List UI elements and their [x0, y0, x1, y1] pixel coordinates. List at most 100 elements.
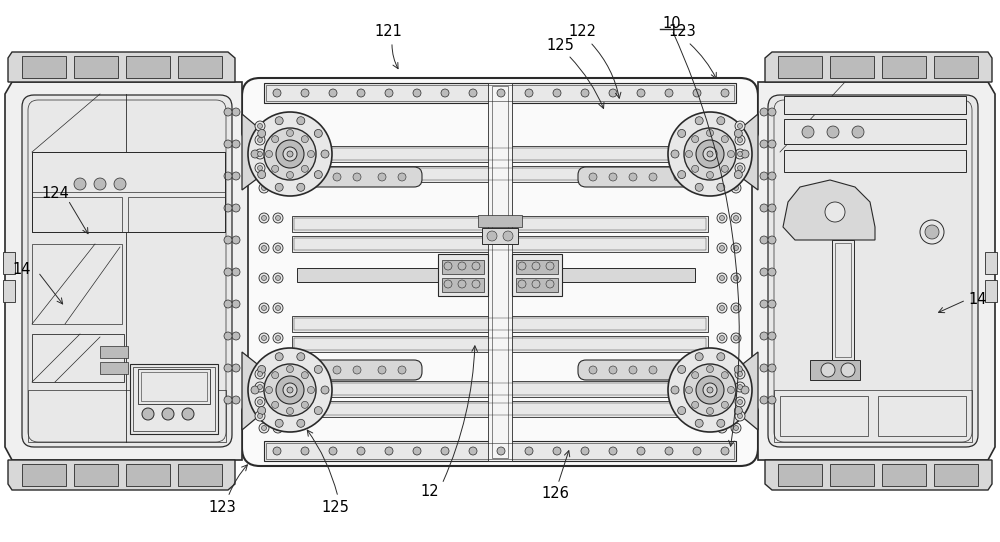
Circle shape	[768, 204, 776, 212]
Circle shape	[469, 447, 477, 455]
Bar	[292, 216, 708, 232]
Bar	[130, 364, 218, 434]
Circle shape	[721, 372, 728, 379]
Bar	[292, 236, 708, 252]
Circle shape	[333, 366, 341, 374]
Circle shape	[738, 124, 742, 128]
Text: 121: 121	[374, 24, 402, 40]
FancyBboxPatch shape	[302, 167, 422, 187]
Circle shape	[287, 365, 294, 372]
Circle shape	[637, 447, 645, 455]
Circle shape	[469, 89, 477, 97]
Bar	[778, 56, 822, 78]
Bar	[774, 390, 972, 442]
Circle shape	[301, 89, 309, 97]
Circle shape	[413, 447, 421, 455]
Circle shape	[272, 401, 279, 408]
Circle shape	[707, 387, 713, 393]
Circle shape	[275, 183, 283, 191]
Bar	[297, 268, 472, 282]
Circle shape	[728, 386, 734, 393]
Circle shape	[720, 246, 724, 250]
Bar	[74, 464, 118, 486]
Circle shape	[686, 386, 692, 393]
Circle shape	[760, 396, 768, 404]
Circle shape	[232, 268, 240, 276]
Polygon shape	[765, 52, 992, 82]
Circle shape	[224, 364, 232, 372]
Circle shape	[721, 165, 728, 172]
Circle shape	[649, 366, 657, 374]
Circle shape	[353, 366, 361, 374]
Circle shape	[760, 204, 768, 212]
Circle shape	[255, 382, 265, 392]
Circle shape	[734, 306, 738, 311]
Circle shape	[768, 108, 776, 116]
Circle shape	[678, 406, 686, 415]
Circle shape	[821, 363, 835, 377]
Circle shape	[262, 365, 266, 371]
Circle shape	[232, 140, 240, 148]
Bar	[264, 441, 736, 461]
Circle shape	[275, 353, 283, 361]
Circle shape	[255, 121, 265, 131]
Circle shape	[273, 153, 283, 163]
Circle shape	[717, 423, 727, 433]
Circle shape	[232, 172, 240, 180]
Circle shape	[768, 172, 776, 180]
Circle shape	[678, 171, 686, 178]
Bar	[178, 56, 222, 78]
Circle shape	[734, 216, 738, 221]
Polygon shape	[765, 460, 992, 490]
Circle shape	[637, 89, 645, 97]
Circle shape	[760, 332, 768, 340]
Circle shape	[276, 185, 280, 190]
Circle shape	[735, 369, 745, 379]
Polygon shape	[242, 114, 290, 190]
Circle shape	[518, 280, 526, 288]
Bar	[264, 83, 736, 103]
Text: 124: 124	[41, 186, 69, 202]
Circle shape	[734, 365, 738, 371]
Circle shape	[731, 303, 741, 313]
Circle shape	[232, 332, 240, 340]
Circle shape	[731, 213, 741, 223]
Bar	[520, 268, 695, 282]
Circle shape	[503, 231, 513, 241]
Bar	[292, 381, 708, 397]
Circle shape	[262, 216, 266, 221]
Circle shape	[413, 89, 421, 97]
Bar	[266, 443, 734, 459]
Text: 126: 126	[541, 487, 569, 501]
Circle shape	[707, 151, 713, 157]
Circle shape	[297, 353, 305, 361]
Circle shape	[741, 386, 749, 394]
FancyBboxPatch shape	[242, 78, 758, 466]
Circle shape	[768, 332, 776, 340]
Circle shape	[276, 376, 304, 404]
Circle shape	[720, 306, 724, 311]
Circle shape	[735, 149, 745, 159]
Circle shape	[852, 126, 864, 138]
Circle shape	[731, 183, 741, 193]
Circle shape	[706, 365, 714, 372]
Circle shape	[251, 386, 259, 394]
Circle shape	[721, 136, 728, 143]
Circle shape	[734, 425, 738, 430]
Circle shape	[264, 128, 316, 180]
Bar	[832, 240, 854, 360]
Bar	[985, 280, 997, 302]
Text: 123: 123	[668, 24, 696, 40]
Circle shape	[760, 300, 768, 308]
Circle shape	[287, 408, 294, 415]
Bar	[442, 260, 484, 274]
Circle shape	[329, 447, 337, 455]
Circle shape	[717, 153, 727, 163]
Circle shape	[182, 408, 194, 420]
Circle shape	[259, 273, 269, 283]
Text: 10: 10	[663, 16, 681, 31]
Circle shape	[738, 138, 742, 143]
Circle shape	[333, 173, 341, 181]
Circle shape	[738, 384, 742, 390]
Circle shape	[258, 399, 262, 404]
